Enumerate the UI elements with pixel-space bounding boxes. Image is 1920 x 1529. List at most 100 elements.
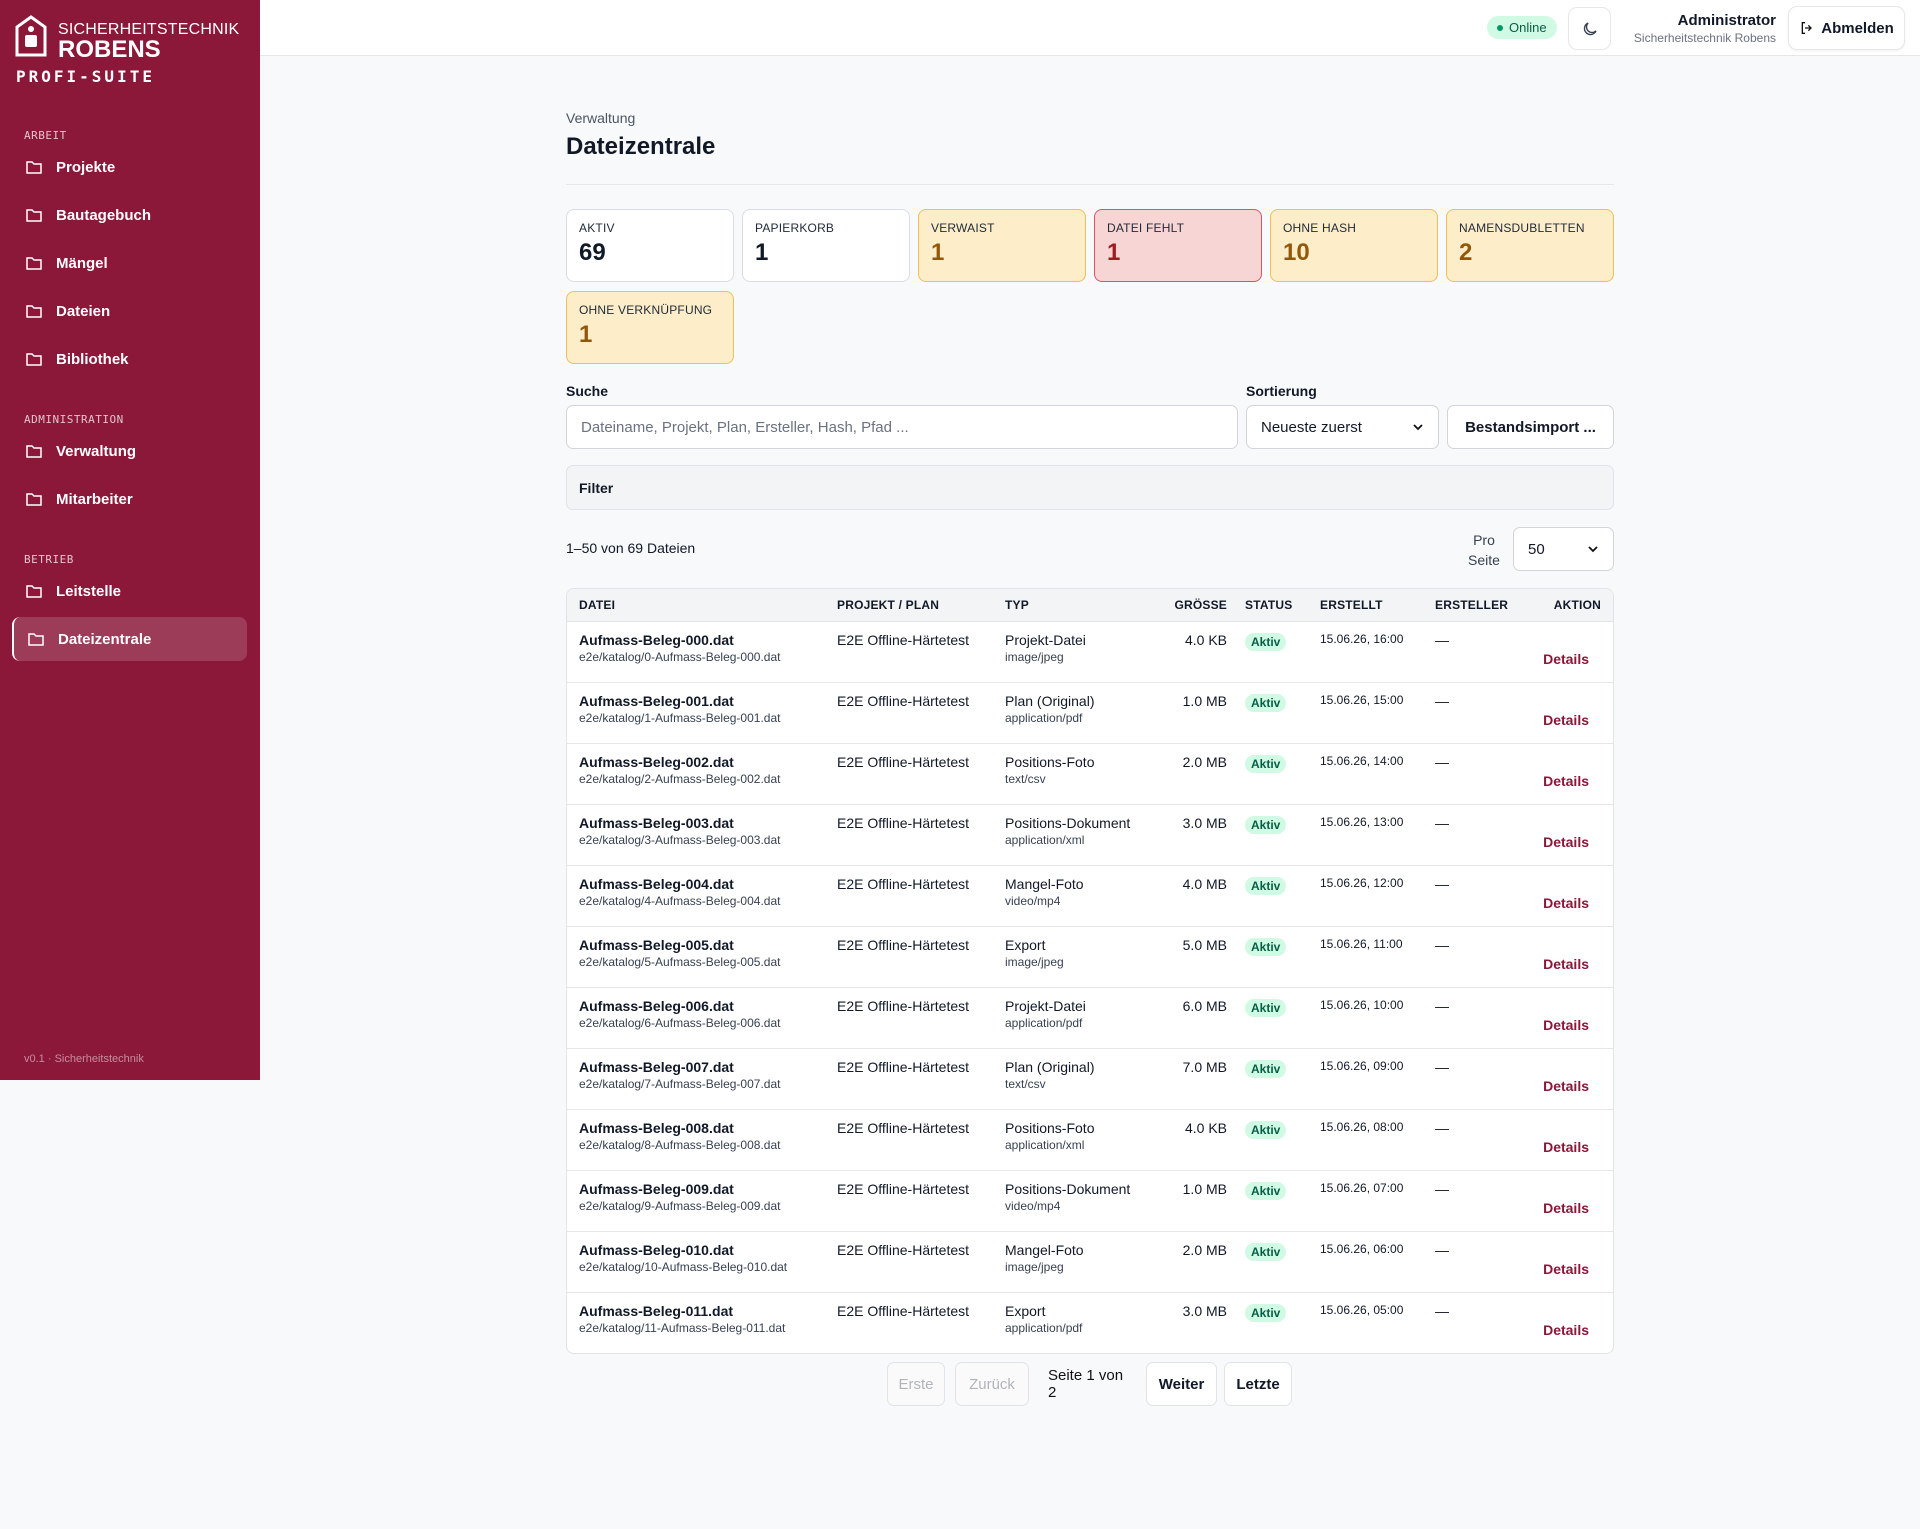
- details-link[interactable]: Details: [1543, 711, 1589, 728]
- cell-created: 15.06.26, 08:00: [1308, 1109, 1423, 1171]
- nav-section: ARBEIT: [24, 129, 67, 142]
- cell-type: Plan (Original) text/csv: [993, 1048, 1153, 1110]
- nav-item[interactable]: Mängel: [12, 241, 247, 285]
- cell-created: 15.06.26, 07:00: [1308, 1170, 1423, 1232]
- theme-toggle[interactable]: [1568, 7, 1611, 50]
- search-label: Suche: [566, 383, 609, 399]
- nav-label: Bibliothek: [56, 350, 129, 368]
- nav-item[interactable]: Verwaltung: [12, 429, 247, 473]
- file-row: Aufmass-Beleg-004.dat e2e/katalog/4-Aufma…: [567, 865, 1613, 927]
- nav-item[interactable]: Bibliothek: [12, 337, 247, 381]
- status-badge: Aktiv: [1245, 937, 1287, 956]
- nav-item[interactable]: Leitstelle: [12, 569, 247, 613]
- stat-value: 1: [931, 239, 945, 266]
- file-type: Positions-Foto: [1005, 753, 1095, 770]
- details-link[interactable]: Details: [1543, 772, 1589, 789]
- logout-label: Abmelden: [1821, 19, 1894, 37]
- cell-file: Aufmass-Beleg-010.dat e2e/katalog/10-Aufm…: [567, 1231, 825, 1293]
- cell-action: Details: [1523, 804, 1613, 866]
- file-name: Aufmass-Beleg-002.dat: [579, 753, 734, 770]
- column-header: DATEI: [567, 589, 825, 622]
- topbar: Online Administrator Sicherheitstechnik …: [260, 0, 1920, 56]
- logo: [15, 15, 47, 57]
- cell-creator: —: [1423, 1170, 1523, 1232]
- search-input[interactable]: Dateiname, Projekt, Plan, Ersteller, Has…: [566, 405, 1238, 449]
- cell-project: E2E Offline-Härtetest: [837, 1302, 970, 1319]
- file-row: Aufmass-Beleg-006.dat e2e/katalog/6-Aufma…: [567, 987, 1613, 1049]
- details-link[interactable]: Details: [1543, 1321, 1589, 1338]
- details-link[interactable]: Details: [1543, 1077, 1589, 1094]
- cell-status: Aktiv: [1233, 1292, 1308, 1353]
- status-badge: Aktiv: [1245, 876, 1287, 895]
- file-mime: video/mp4: [1005, 1198, 1061, 1213]
- cell-status: Aktiv: [1233, 865, 1308, 927]
- filter-toggle[interactable]: Filter: [566, 465, 1614, 510]
- sort-label: Sortierung: [1246, 383, 1317, 399]
- file-name: Aufmass-Beleg-005.dat: [579, 936, 734, 953]
- cell-size: 1.0 MB: [1153, 682, 1233, 744]
- sort-select[interactable]: Neueste zuerst: [1246, 405, 1439, 449]
- cell-project: E2E Offline-Härtetest: [825, 1109, 993, 1171]
- import-button[interactable]: Bestandsimport ...: [1447, 405, 1614, 449]
- page-last[interactable]: Letzte: [1224, 1362, 1292, 1406]
- nav-label: Leitstelle: [56, 582, 122, 600]
- file-path: e2e/katalog/2-Aufmass-Beleg-002.dat: [579, 771, 781, 786]
- logout-button[interactable]: Abmelden: [1788, 6, 1905, 50]
- per-page-select[interactable]: 50: [1513, 527, 1614, 571]
- version: v0.1 · Sicherheitstechnik: [24, 1053, 144, 1065]
- file-path: e2e/katalog/7-Aufmass-Beleg-007.dat: [579, 1076, 781, 1091]
- file-type: Projekt-Datei: [1005, 997, 1086, 1014]
- nav-item[interactable]: Bautagebuch: [12, 193, 247, 237]
- cell-action: Details: [1523, 743, 1613, 805]
- file-path: e2e/katalog/4-Aufmass-Beleg-004.dat: [579, 893, 781, 908]
- details-link[interactable]: Details: [1543, 894, 1589, 911]
- per-page-value: 50: [1528, 540, 1545, 558]
- status-badge: Aktiv: [1245, 1120, 1287, 1139]
- cell-project: E2E Offline-Härtetest: [825, 1048, 993, 1110]
- cell-type: Positions-Dokument application/xml: [993, 804, 1153, 866]
- cell-project: E2E Offline-Härtetest: [825, 1231, 993, 1293]
- chevron: [1413, 424, 1423, 431]
- nav-item[interactable]: Dateien: [12, 289, 247, 333]
- nav-item[interactable]: Projekte: [12, 145, 247, 189]
- nav-item[interactable]: Dateizentrale: [12, 617, 247, 661]
- details-link[interactable]: Details: [1543, 955, 1589, 972]
- status-badge: Aktiv: [1245, 754, 1287, 773]
- cell-project: E2E Offline-Härtetest: [825, 865, 993, 927]
- nav-label: Mängel: [56, 254, 108, 272]
- page-next[interactable]: Weiter: [1146, 1362, 1217, 1406]
- details-link[interactable]: Details: [1543, 833, 1589, 850]
- cell-file: Aufmass-Beleg-003.dat e2e/katalog/3-Aufma…: [567, 804, 825, 866]
- details-link[interactable]: Details: [1543, 1260, 1589, 1277]
- cell-created: 15.06.26, 15:00: [1308, 682, 1423, 744]
- page-title: Dateizentrale: [566, 133, 716, 160]
- stat-label: DATEI FEHLT: [1107, 221, 1185, 235]
- cell-action: Details: [1523, 621, 1613, 683]
- file-type: Mangel-Foto: [1005, 1241, 1084, 1258]
- nav-icon: [28, 633, 44, 646]
- details-link[interactable]: Details: [1543, 1138, 1589, 1155]
- brand-line: SICHERHEITSTECHNIK: [58, 21, 240, 38]
- file-row: Aufmass-Beleg-008.dat e2e/katalog/8-Aufma…: [567, 1109, 1613, 1171]
- file-mime: application/pdf: [1005, 1015, 1083, 1030]
- cell-size: 2.0 MB: [1153, 1231, 1233, 1293]
- cell-type: Positions-Dokument video/mp4: [993, 1170, 1153, 1232]
- details-link[interactable]: Details: [1543, 650, 1589, 667]
- cell-type: Export image/jpeg: [993, 926, 1153, 988]
- per-page-label: Pro Seite: [1468, 532, 1500, 568]
- nav-section: ADMINISTRATION: [24, 413, 124, 426]
- cell-status: Aktiv: [1233, 987, 1308, 1049]
- nav-item[interactable]: Mitarbeiter: [12, 477, 247, 521]
- file-row: Aufmass-Beleg-001.dat e2e/katalog/1-Aufma…: [567, 682, 1613, 744]
- file-path: e2e/katalog/6-Aufmass-Beleg-006.dat: [579, 1015, 781, 1030]
- status-pill: Online: [1487, 16, 1557, 39]
- details-link[interactable]: Details: [1543, 1016, 1589, 1033]
- nav-icon: [26, 209, 42, 222]
- status-badge: Aktiv: [1245, 815, 1287, 834]
- cell-type: Mangel-Foto video/mp4: [993, 865, 1153, 927]
- details-link[interactable]: Details: [1543, 1199, 1589, 1216]
- file-mime: image/jpeg: [1005, 1259, 1064, 1274]
- file-row: Aufmass-Beleg-011.dat e2e/katalog/11-Aufm…: [567, 1292, 1613, 1353]
- cell-project: E2E Offline-Härtetest: [825, 682, 993, 744]
- nav-icon: [26, 445, 42, 458]
